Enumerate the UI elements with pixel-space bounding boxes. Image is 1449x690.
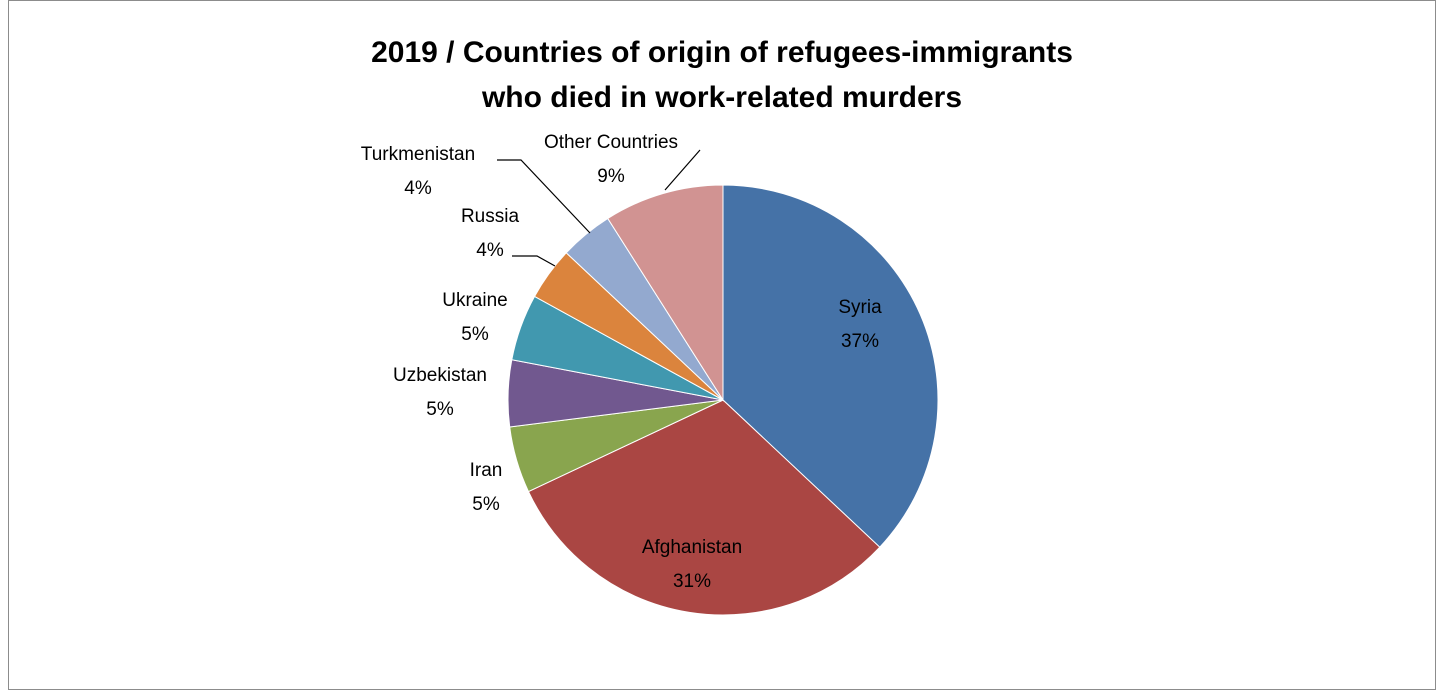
data-labels: Syria 37% Afghanistan 31% Iran 5% Uzbekistan 5%… <box>361 132 882 592</box>
slice-label-name: Ukraine <box>442 290 507 311</box>
slice-label-percent: 4% <box>404 178 432 199</box>
slice-label-percent: 5% <box>472 494 500 515</box>
pie-chart: 2019 / Countries of origin of refugees-i… <box>361 36 1073 616</box>
leader-line <box>497 159 591 234</box>
chart-title-line-2: who died in work-related murders <box>481 81 962 114</box>
slice-label-percent: 5% <box>426 399 454 420</box>
pie-slice-afghanistan <box>527 399 881 616</box>
slice-label-name: Other Countries <box>544 132 678 153</box>
leader-line <box>512 255 556 267</box>
slice-label-percent: 5% <box>461 324 489 345</box>
slice-label-percent: 37% <box>841 331 879 352</box>
slice-label-name: Afghanistan <box>642 537 742 558</box>
pie-slice-syria <box>722 184 939 548</box>
slice-label-name: Syria <box>838 297 882 318</box>
slice-label-percent: 4% <box>476 240 504 261</box>
pie-slice-other-countries <box>607 184 724 402</box>
chart-title-line-1: 2019 / Countries of origin of refugees-i… <box>371 36 1073 69</box>
slice-label-name: Uzbekistan <box>393 365 487 386</box>
slice-label-percent: 31% <box>673 571 711 592</box>
slice-label-percent: 9% <box>597 166 625 187</box>
slice-label-name: Turkmenistan <box>361 144 475 165</box>
slice-label-name: Russia <box>461 206 520 227</box>
leader-lines <box>497 149 701 267</box>
slice-label-name: Iran <box>470 460 503 481</box>
leader-line <box>664 149 701 191</box>
pie-slices <box>507 184 939 616</box>
